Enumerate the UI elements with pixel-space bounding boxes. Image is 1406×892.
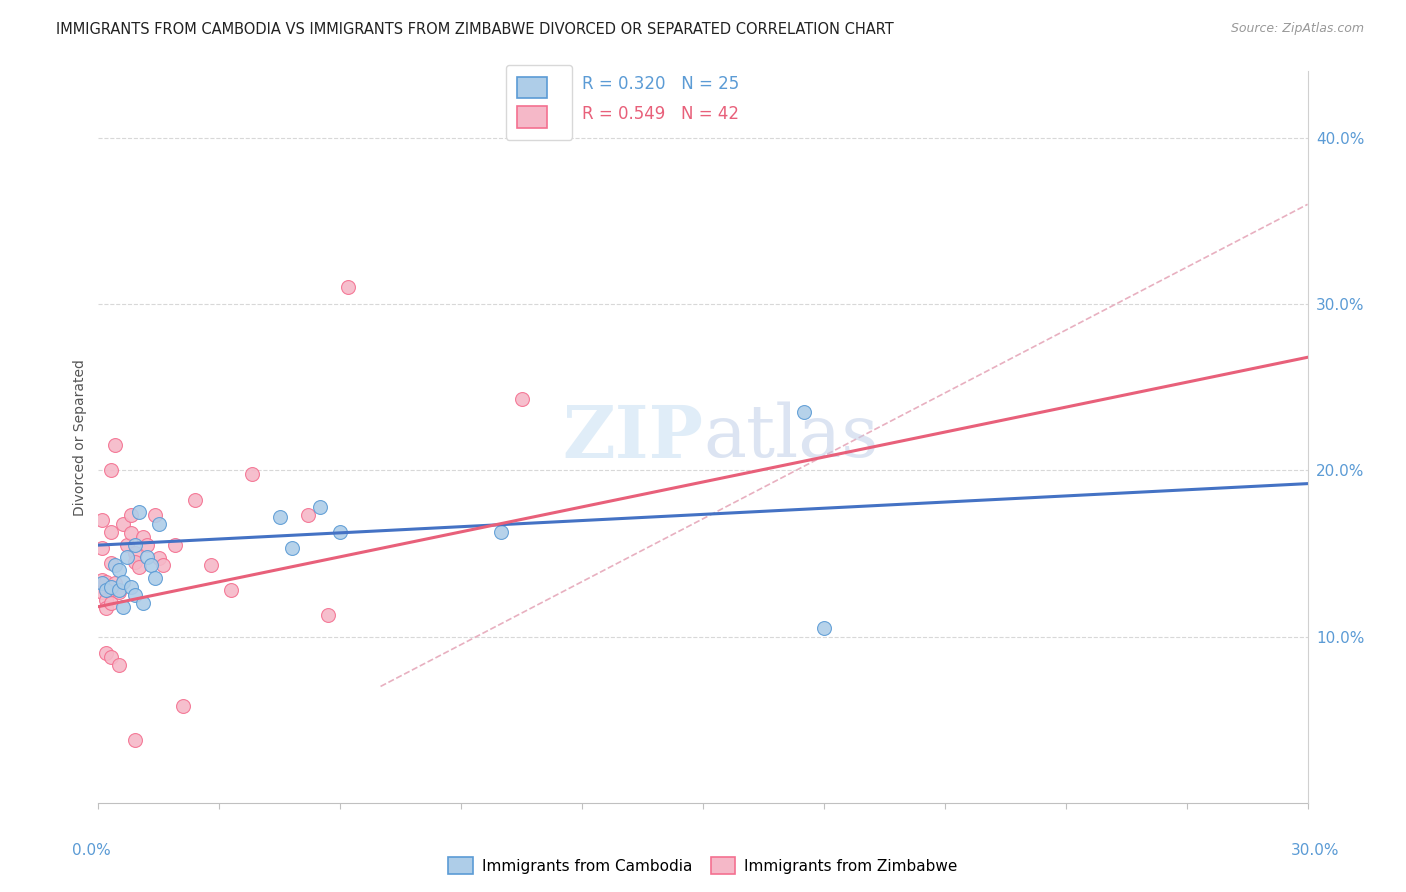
Point (107, 563, 129, 577)
Point (510, 392, 533, 406)
Point (115, 538, 138, 552)
Point (200, 558, 222, 573)
Point (163, 538, 186, 552)
Point (135, 549, 157, 564)
Point (100, 557, 122, 571)
Point (143, 571, 166, 585)
Text: ZIP: ZIP (562, 401, 703, 473)
Point (96, 601, 118, 615)
Point (124, 538, 146, 552)
Point (96, 582, 118, 597)
Point (491, 524, 513, 539)
Point (96, 574, 118, 589)
Point (329, 524, 352, 539)
Point (148, 551, 170, 566)
Text: 0.0%: 0.0% (72, 843, 111, 858)
Point (91, 541, 114, 556)
Point (103, 558, 125, 573)
Point (103, 438, 125, 452)
Point (124, 546, 146, 560)
Point (111, 574, 134, 589)
Point (91, 576, 114, 591)
Point (172, 699, 194, 714)
Point (152, 558, 174, 573)
Point (221, 582, 243, 597)
Point (143, 508, 166, 523)
Point (184, 493, 207, 508)
Point (309, 500, 332, 514)
Point (281, 541, 304, 556)
Point (107, 582, 129, 597)
Point (100, 596, 122, 610)
Point (96, 646, 118, 660)
Point (111, 599, 134, 614)
Legend: Immigrants from Cambodia, Immigrants from Zimbabwe: Immigrants from Cambodia, Immigrants fro… (443, 851, 963, 880)
Point (124, 732, 146, 747)
Point (124, 588, 146, 602)
Point (297, 508, 319, 523)
Text: R = 0.549   N = 42: R = 0.549 N = 42 (582, 104, 740, 123)
Text: atlas: atlas (703, 401, 879, 473)
Point (813, 621, 835, 635)
Point (100, 582, 122, 597)
Text: R = 0.320   N = 25: R = 0.320 N = 25 (582, 75, 740, 93)
Point (128, 559, 150, 574)
Point (337, 280, 360, 294)
Point (96, 582, 118, 597)
Text: IMMIGRANTS FROM CAMBODIA VS IMMIGRANTS FROM ZIMBABWE DIVORCED OR SEPARATED CORRE: IMMIGRANTS FROM CAMBODIA VS IMMIGRANTS F… (56, 22, 894, 37)
Point (120, 580, 142, 594)
Text: Source: ZipAtlas.com: Source: ZipAtlas.com (1230, 22, 1364, 36)
Point (124, 555, 146, 569)
Point (91, 584, 114, 599)
Point (269, 509, 291, 524)
Y-axis label: Divorced or Separated: Divorced or Separated (73, 359, 87, 516)
Point (132, 530, 155, 544)
Point (139, 558, 162, 573)
Point (128, 505, 150, 519)
Point (107, 584, 129, 599)
Legend: , : , (506, 65, 572, 139)
Point (91, 573, 114, 587)
Point (120, 526, 142, 541)
Point (91, 513, 114, 527)
Point (240, 467, 263, 481)
Point (115, 549, 138, 564)
Point (100, 649, 122, 664)
Point (107, 657, 129, 672)
Text: 30.0%: 30.0% (1291, 843, 1339, 858)
Point (135, 538, 157, 552)
Point (96, 593, 118, 607)
Point (100, 580, 122, 594)
Point (100, 524, 122, 539)
Point (316, 607, 339, 622)
Point (793, 405, 815, 419)
Point (103, 576, 125, 591)
Point (111, 516, 134, 531)
Point (120, 508, 142, 523)
Point (148, 516, 170, 531)
Point (100, 463, 122, 477)
Point (132, 596, 155, 610)
